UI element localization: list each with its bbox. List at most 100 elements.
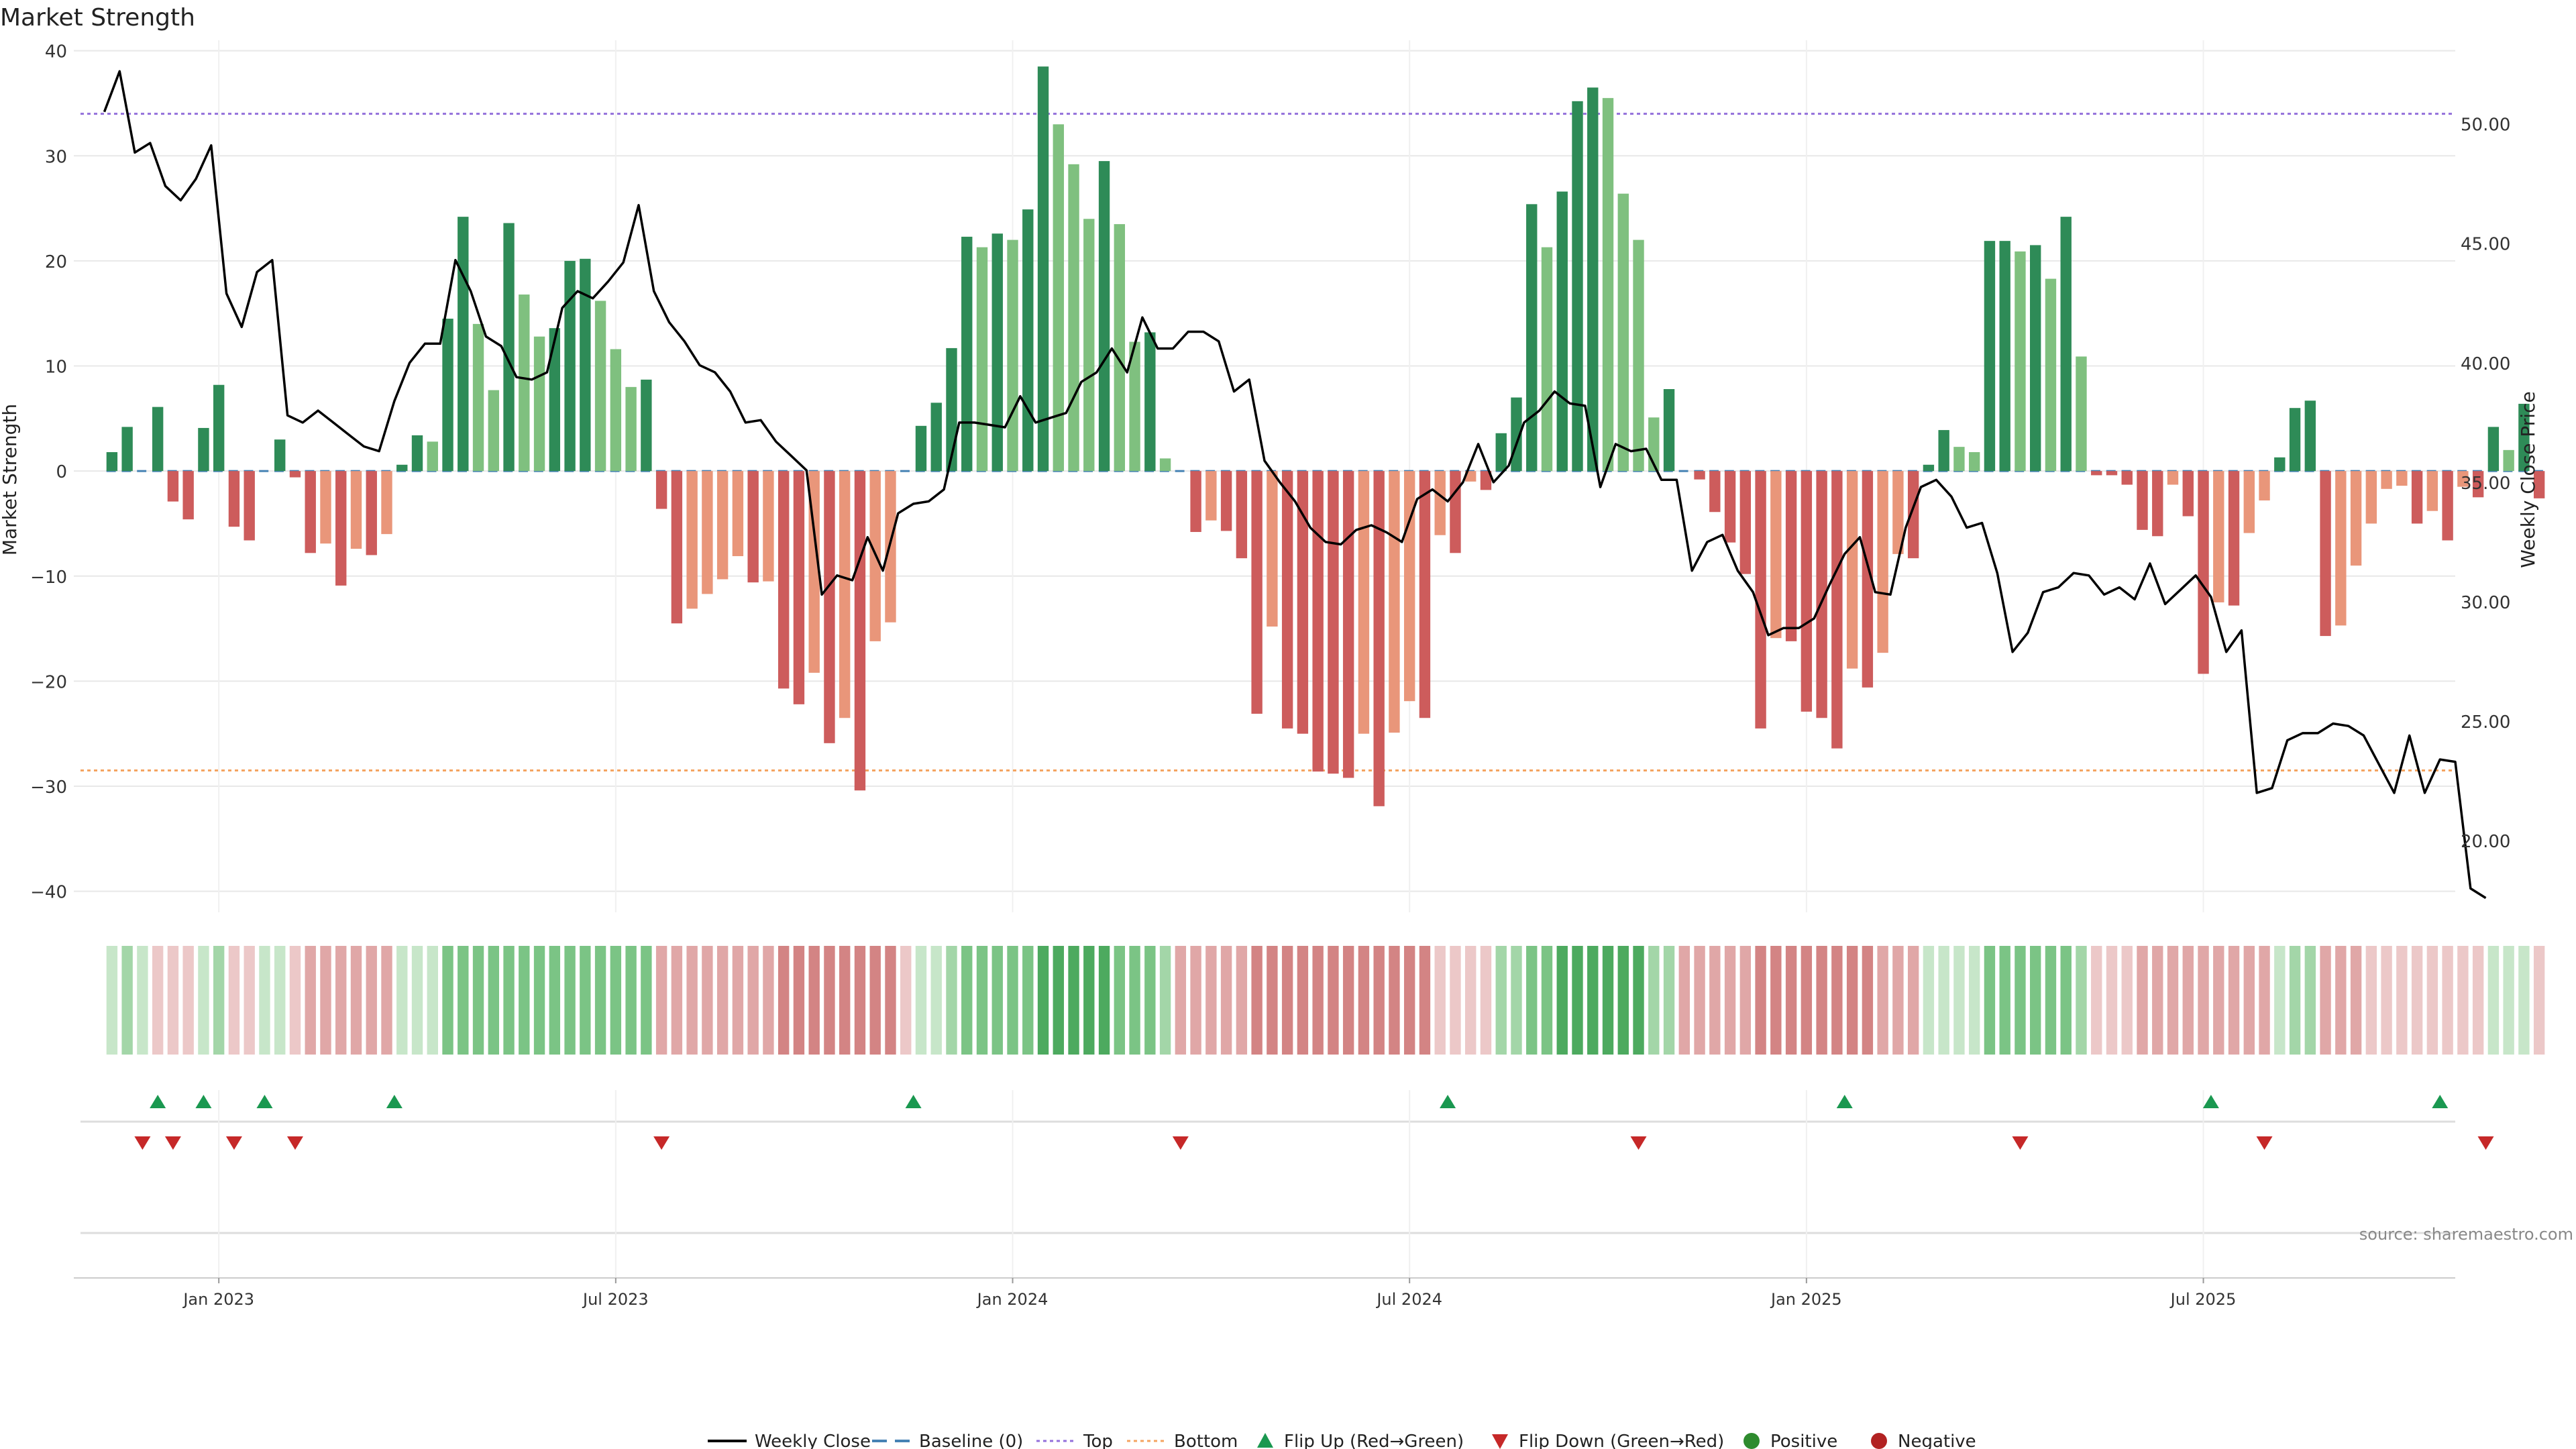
strength-bar [2167, 471, 2179, 485]
heat-cell [1373, 946, 1385, 1055]
strength-bar [381, 471, 392, 535]
strength-bar [1556, 191, 1568, 472]
heat-cell [1816, 946, 1827, 1055]
heat-cell [1342, 946, 1354, 1055]
legend-swatch-flip-up [1257, 1433, 1273, 1448]
strength-bar [2228, 471, 2240, 606]
heat-cell [1755, 946, 1766, 1055]
strength-bar [1755, 471, 1766, 729]
strength-bar [1190, 471, 1201, 533]
heat-cell [1831, 946, 1843, 1055]
heat-cell [1053, 946, 1064, 1055]
heat-cell [1556, 946, 1568, 1055]
flip-up-marker [150, 1095, 166, 1108]
strength-bar [580, 258, 591, 472]
x-tick-label: Jan 2025 [1770, 1290, 1842, 1309]
heat-cell [1129, 946, 1140, 1055]
heat-cell [594, 946, 606, 1055]
y-tick-label: −10 [30, 568, 67, 588]
heat-cell [1312, 946, 1324, 1055]
heat-cell [1709, 946, 1721, 1055]
legend-label: Negative [1898, 1432, 1976, 1449]
strength-bar [1342, 471, 1354, 778]
heat-cell [472, 946, 484, 1055]
legend-item: Flip Down (Green→Red) [1492, 1432, 1724, 1449]
strength-bar [2472, 471, 2484, 498]
strength-bar [2060, 217, 2072, 472]
weekly-close-series [103, 70, 2487, 900]
y2-axis-label: Weekly Close Price [2517, 391, 2539, 568]
strength-bar [1312, 471, 1324, 772]
strength-bar [1022, 209, 1034, 472]
strength-bar [167, 471, 179, 502]
heat-cell [625, 946, 637, 1055]
y-tick-label: −40 [30, 883, 67, 903]
heat-cell [1098, 946, 1110, 1055]
strength-bar [732, 471, 744, 557]
strength-bar [1053, 124, 1064, 472]
heat-cell [2289, 946, 2301, 1055]
strength-bar [152, 407, 164, 472]
strength-bar [686, 471, 698, 609]
strength-bar [1877, 471, 1888, 653]
strength-bar [2518, 403, 2530, 472]
strength-bar [305, 471, 316, 553]
strength-bar [411, 435, 423, 472]
legend-label: Baseline (0) [919, 1432, 1023, 1449]
heat-cell [213, 946, 225, 1055]
heat-cell [427, 946, 438, 1055]
heat-cell [2381, 946, 2392, 1055]
strength-bar [1159, 458, 1171, 472]
strength-bar [2365, 471, 2377, 524]
heat-cell [1724, 946, 1736, 1055]
heat-cell [2411, 946, 2423, 1055]
y-tick-label: 0 [56, 462, 67, 482]
strength-bar [1037, 66, 1049, 472]
heat-cell [2228, 946, 2240, 1055]
heat-cell [2167, 946, 2179, 1055]
strength-bar [1465, 471, 1477, 482]
heat-cell [1251, 946, 1263, 1055]
strength-bar [2503, 449, 2514, 472]
strength-bar [1129, 341, 1140, 472]
strength-bar [1328, 471, 1339, 774]
heat-cell [1434, 946, 1446, 1055]
heat-cell [1938, 946, 1949, 1055]
y2-tick-label: 35.00 [2461, 474, 2510, 494]
heat-cell [2182, 946, 2194, 1055]
flip-down-marker [1172, 1136, 1189, 1150]
flip-up-marker [2432, 1095, 2449, 1108]
heat-cell [1694, 946, 1705, 1055]
heat-cell [655, 946, 667, 1055]
heat-cell [1511, 946, 1522, 1055]
heat-cell [671, 946, 683, 1055]
strength-bar [716, 471, 729, 580]
flip-down-marker [164, 1136, 181, 1150]
strength-bar [1739, 471, 1752, 574]
strength-bar [1923, 464, 1935, 472]
heat-cell [1358, 946, 1370, 1055]
heat-cell [1419, 946, 1431, 1055]
heat-cell [1862, 946, 1874, 1055]
heat-cell [1587, 946, 1599, 1055]
heat-cell [1541, 946, 1553, 1055]
strength-bar [442, 319, 453, 472]
flip-up-marker [905, 1095, 922, 1108]
heat-cell [1037, 946, 1049, 1055]
heat-cell [2365, 946, 2377, 1055]
legend-swatch-positive [1743, 1433, 1760, 1449]
heat-cell [1480, 946, 1492, 1055]
heat-cell [702, 946, 713, 1055]
y-tick-label: 10 [45, 358, 67, 378]
strength-bar [1236, 471, 1248, 559]
strength-bar [1434, 471, 1446, 535]
heat-cell [1328, 946, 1339, 1055]
strength-bar [2487, 427, 2500, 472]
strength-bar [2320, 471, 2331, 637]
heat-cell [777, 946, 790, 1055]
heat-cell [564, 946, 576, 1055]
strength-bar [1419, 471, 1431, 718]
heat-cell [2198, 946, 2209, 1055]
strength-bar [808, 471, 820, 673]
